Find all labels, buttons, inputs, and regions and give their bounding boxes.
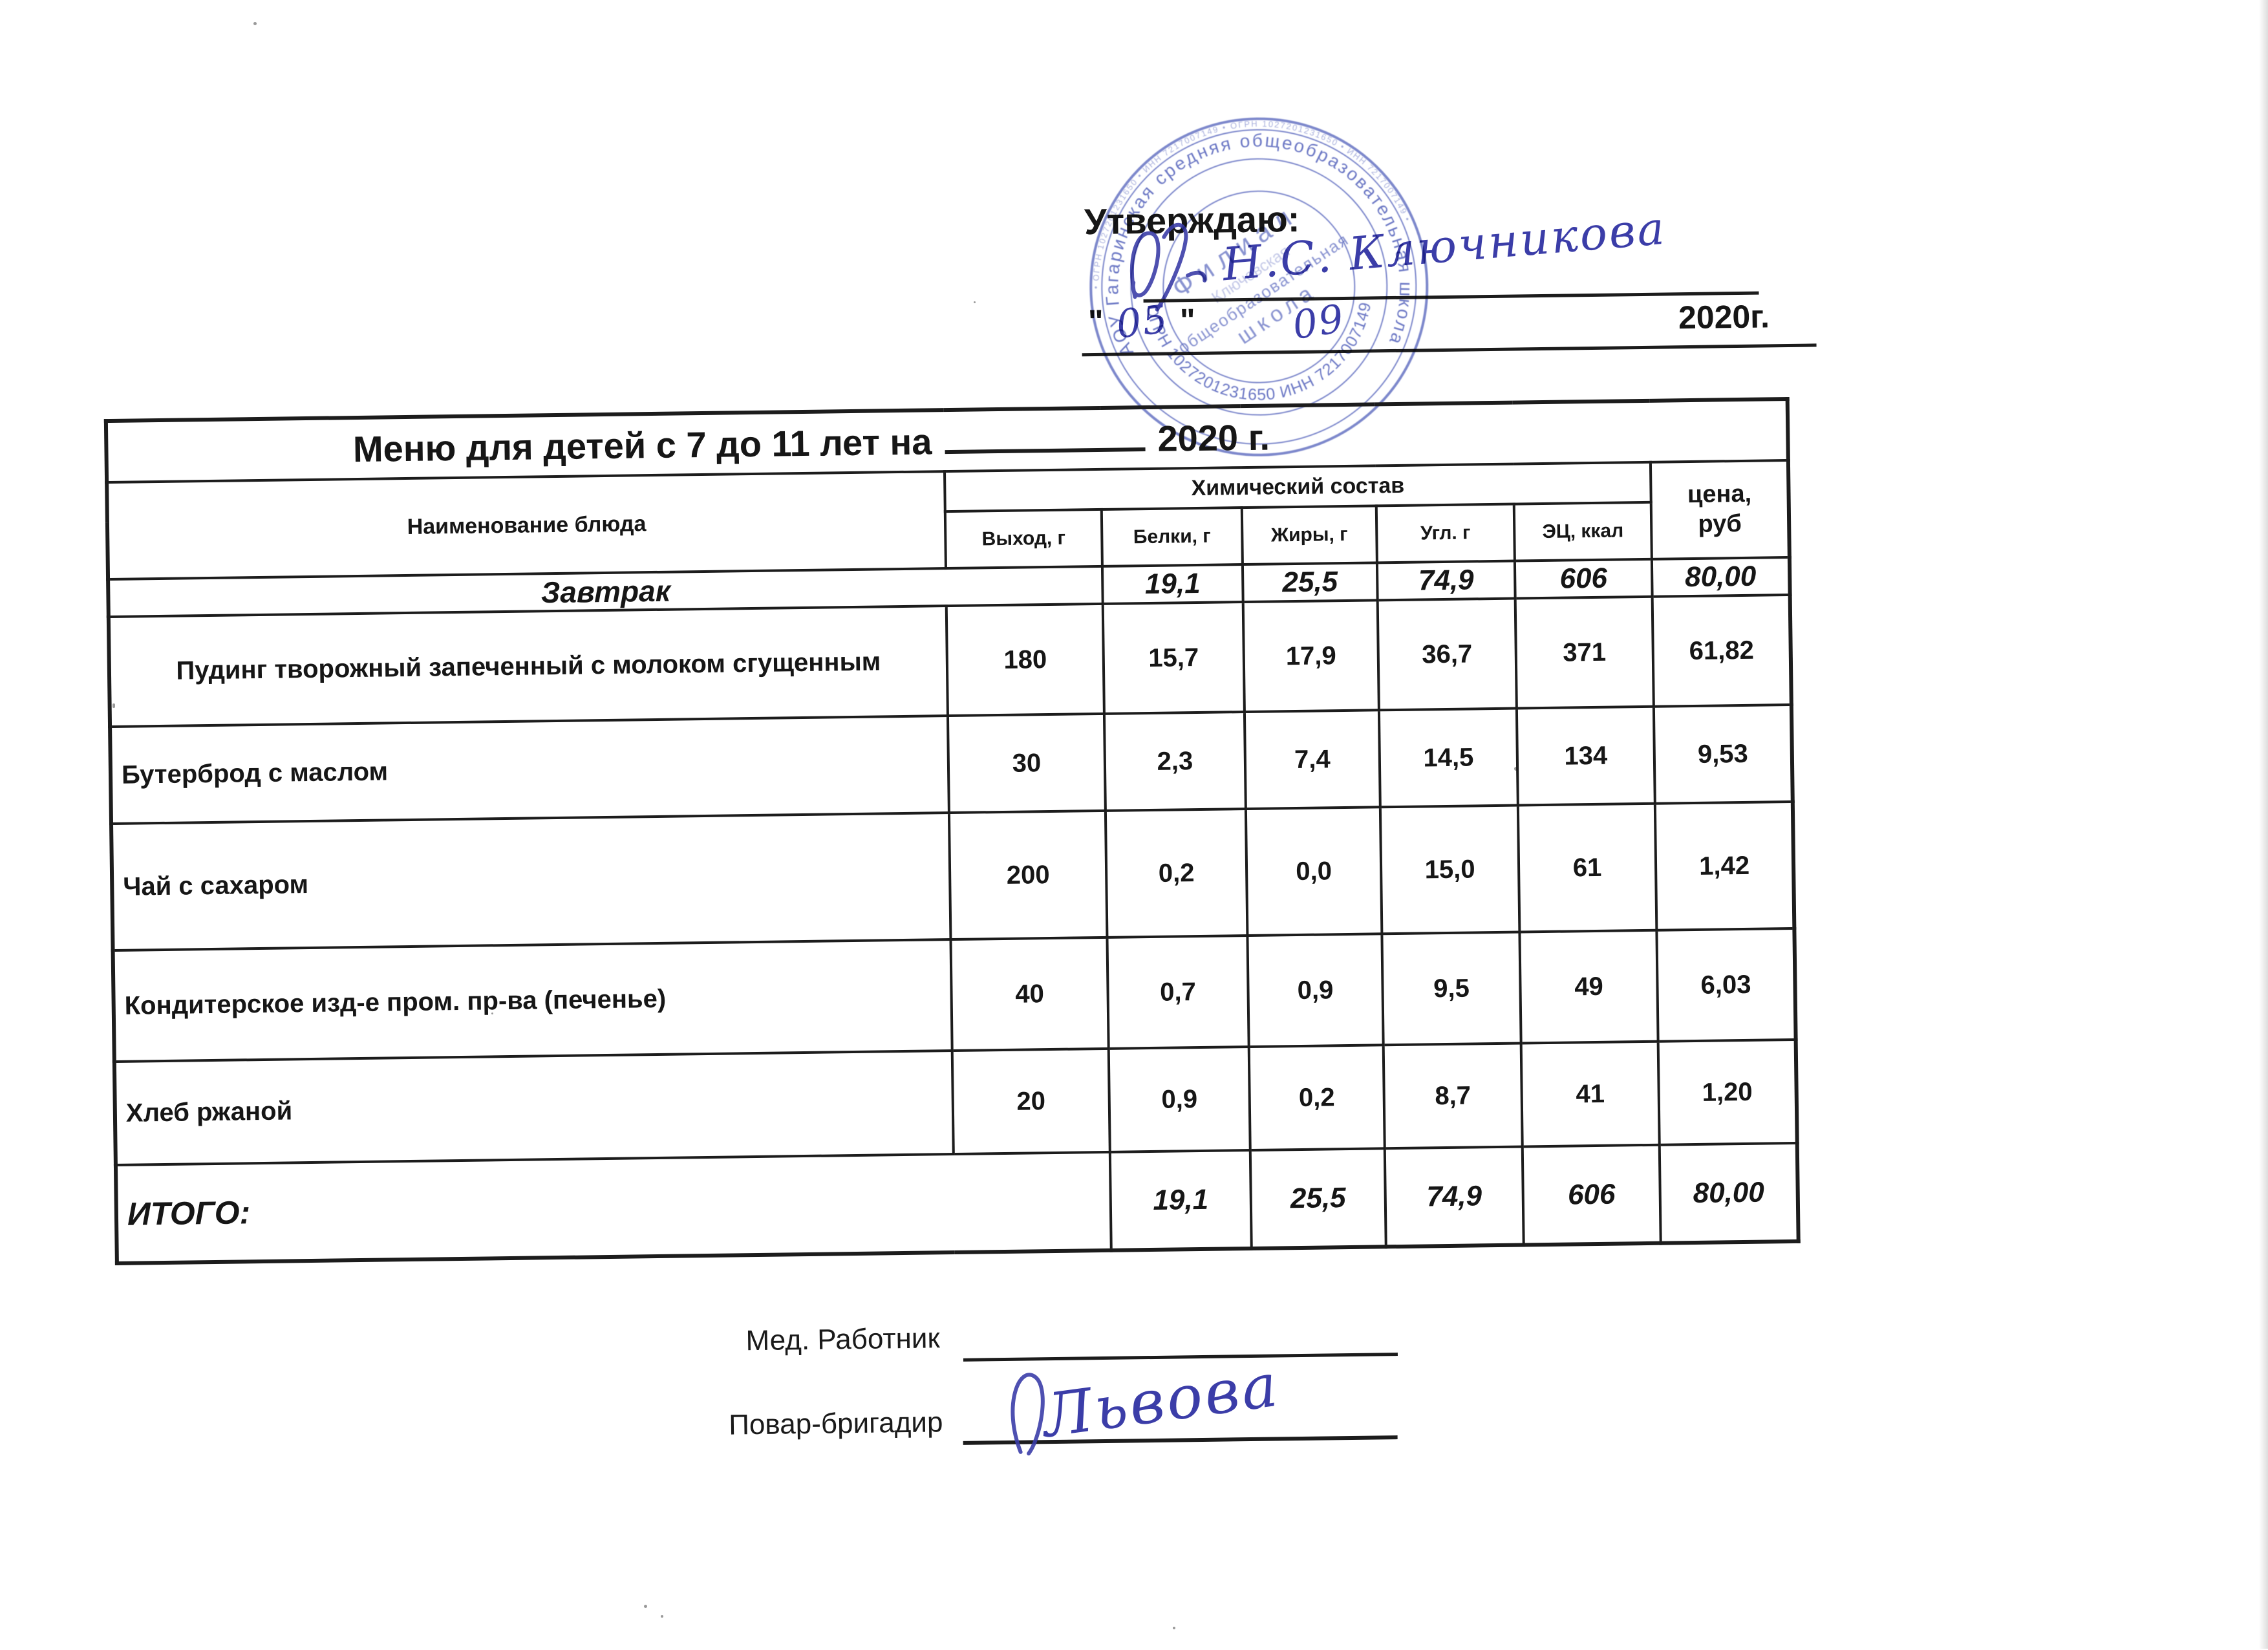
dish-out: 30 (947, 713, 1106, 813)
table-row: Кондитерское изд-е пром. пр-ва (печенье)… (112, 928, 1796, 1062)
dish-protein: 0,7 (1107, 936, 1249, 1049)
scan-speck (1173, 1627, 1175, 1629)
total-carb: 74,9 (1384, 1146, 1524, 1247)
section-price: 80,00 (1651, 557, 1790, 597)
dish-energy: 49 (1519, 930, 1658, 1044)
col-header-protein: Белки, г (1101, 508, 1243, 566)
scan-speck (112, 703, 115, 708)
dish-energy: 371 (1515, 596, 1654, 709)
cook-signature-text: Львова (1036, 1350, 1283, 1451)
dish-name: Бутерброд с маслом (110, 716, 949, 824)
section-fat: 25,5 (1242, 562, 1378, 603)
table-title-year: 2020 г. (1157, 416, 1270, 459)
dish-name: Пудинг творожный запеченный с молоком сг… (108, 606, 948, 727)
total-price: 80,00 (1659, 1142, 1799, 1243)
cook-signature: Львова (1011, 1350, 1284, 1456)
dish-price: 1,20 (1658, 1039, 1797, 1145)
scan-speck (1514, 767, 1518, 771)
scan-speck (644, 1605, 647, 1608)
dish-carb: 9,5 (1382, 932, 1521, 1045)
total-protein: 19,1 (1109, 1150, 1252, 1250)
total-fat: 25,5 (1250, 1148, 1386, 1248)
title-blank-line (945, 447, 1146, 454)
col-header-name: Наименование блюда (107, 471, 946, 580)
school-round-stamp: • ОГРН 1027201231650 • ИНН 7217007149 • … (1074, 102, 1429, 456)
dish-out: 40 (950, 937, 1109, 1051)
menu-table: Меню для детей с 7 до 11 лет на 2020 г. … (103, 396, 1801, 1266)
table-row: Чай с сахаром 200 0,2 0,0 15,0 61 1,42 (111, 801, 1795, 951)
col-header-carb: Угл. г (1376, 504, 1515, 563)
dish-carb: 15,0 (1380, 805, 1520, 934)
dish-fat: 0,2 (1248, 1045, 1385, 1151)
dish-energy: 61 (1517, 803, 1657, 932)
col-header-fat: Жиры, г (1241, 506, 1377, 565)
total-energy: 606 (1522, 1144, 1661, 1245)
scan-speck (491, 1012, 493, 1014)
dish-out: 200 (948, 810, 1107, 940)
dish-fat: 0,0 (1245, 807, 1382, 936)
col-header-out: Выход, г (945, 509, 1102, 569)
dish-price: 6,03 (1656, 928, 1796, 1042)
dish-out: 180 (946, 603, 1104, 716)
director-signature: Н.С. Ключникова (1129, 207, 1668, 312)
scan-speck (253, 22, 257, 25)
scan-speck (974, 301, 976, 303)
dish-carb: 36,7 (1377, 598, 1517, 711)
table-row: Пудинг творожный запеченный с молоком сг… (108, 595, 1792, 727)
table-title-prefix: Меню для детей с 7 до 11 лет на (352, 420, 932, 469)
dish-fat: 7,4 (1244, 710, 1380, 809)
dish-protein: 0,9 (1108, 1047, 1250, 1152)
dish-energy: 41 (1521, 1041, 1660, 1147)
col-header-energy: ЭЦ, ккал (1514, 502, 1652, 561)
dish-fat: 17,9 (1243, 600, 1379, 712)
dish-protein: 2,3 (1104, 712, 1246, 811)
dish-carb: 8,7 (1383, 1043, 1523, 1149)
cook-label: Повар-бригадир (728, 1406, 943, 1441)
total-label: ИТОГО: (115, 1152, 1111, 1263)
dish-name: Чай с сахаром (111, 813, 951, 951)
col-header-price-line1: цена, (1687, 480, 1752, 509)
dish-name: Кондитерское изд-е пром. пр-ва (печенье) (112, 939, 952, 1062)
dish-fat: 0,9 (1247, 934, 1384, 1047)
med-worker-label: Мед. Работник (745, 1322, 940, 1357)
col-header-price-line2: руб (1698, 509, 1742, 538)
dish-protein: 15,7 (1102, 602, 1245, 714)
section-protein: 19,1 (1102, 564, 1243, 604)
dish-price: 1,42 (1654, 801, 1795, 930)
scan-speck (661, 1615, 663, 1618)
dish-out: 20 (952, 1048, 1110, 1155)
approval-year: 2020г. (1678, 298, 1770, 336)
dish-price: 61,82 (1652, 595, 1792, 707)
col-header-price: цена, руб (1650, 460, 1790, 559)
section-carb: 74,9 (1376, 561, 1515, 601)
dish-carb: 14,5 (1378, 708, 1518, 808)
dish-energy: 134 (1516, 706, 1655, 806)
dish-protein: 0,2 (1105, 809, 1248, 938)
dish-price: 9,53 (1653, 704, 1793, 804)
section-energy: 606 (1514, 559, 1653, 599)
scan-edge-shadow (2259, 0, 2268, 1649)
dish-name: Хлеб ржаной (114, 1051, 954, 1165)
